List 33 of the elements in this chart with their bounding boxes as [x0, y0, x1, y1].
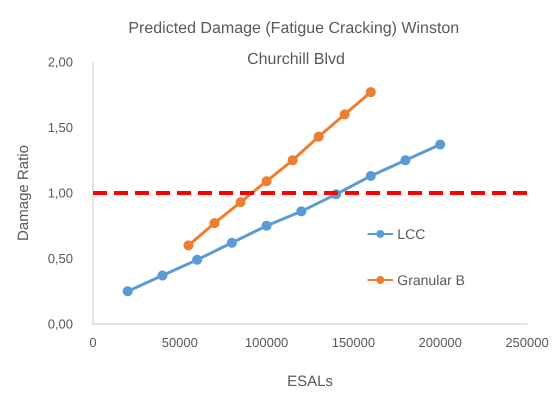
point: [435, 140, 446, 150]
y-tick-label: 1,00: [48, 186, 73, 200]
point: [340, 109, 350, 120]
point: [366, 87, 376, 98]
x-tick-label: 0: [89, 335, 97, 350]
point: [122, 286, 133, 296]
chart-title: Predicted Damage (Fatigue Cracking) Winston Churchill Blvd: [128, 20, 464, 68]
point: [226, 238, 237, 248]
x-axis-title: ESALs: [287, 373, 333, 390]
point: [262, 176, 272, 186]
x-tick-label: 250000: [505, 335, 549, 350]
point: [183, 240, 194, 250]
point: [400, 155, 410, 166]
y-tick-label: 2,00: [48, 54, 73, 70]
y-tick-label: 0,00: [48, 316, 73, 332]
point: [262, 220, 272, 231]
y-tick-label: 1,50: [48, 120, 73, 135]
y-tick-label: 0,50: [48, 251, 73, 266]
y-axis-title: Damage Ratio: [15, 145, 32, 241]
x-tick-label: 100000: [244, 335, 288, 350]
point: [288, 155, 298, 166]
point: [366, 170, 376, 181]
legend-label: Granular B: [397, 272, 466, 288]
point: [236, 197, 246, 208]
x-tick-label: 150000: [332, 335, 376, 350]
point: [314, 132, 324, 142]
point: [192, 254, 202, 265]
point: [296, 206, 306, 216]
point: [210, 218, 220, 228]
legend-label: LCC: [397, 226, 426, 242]
x-tick-label: 200000: [418, 335, 462, 350]
point: [157, 270, 168, 281]
x-tick-label: 50000: [162, 335, 198, 350]
